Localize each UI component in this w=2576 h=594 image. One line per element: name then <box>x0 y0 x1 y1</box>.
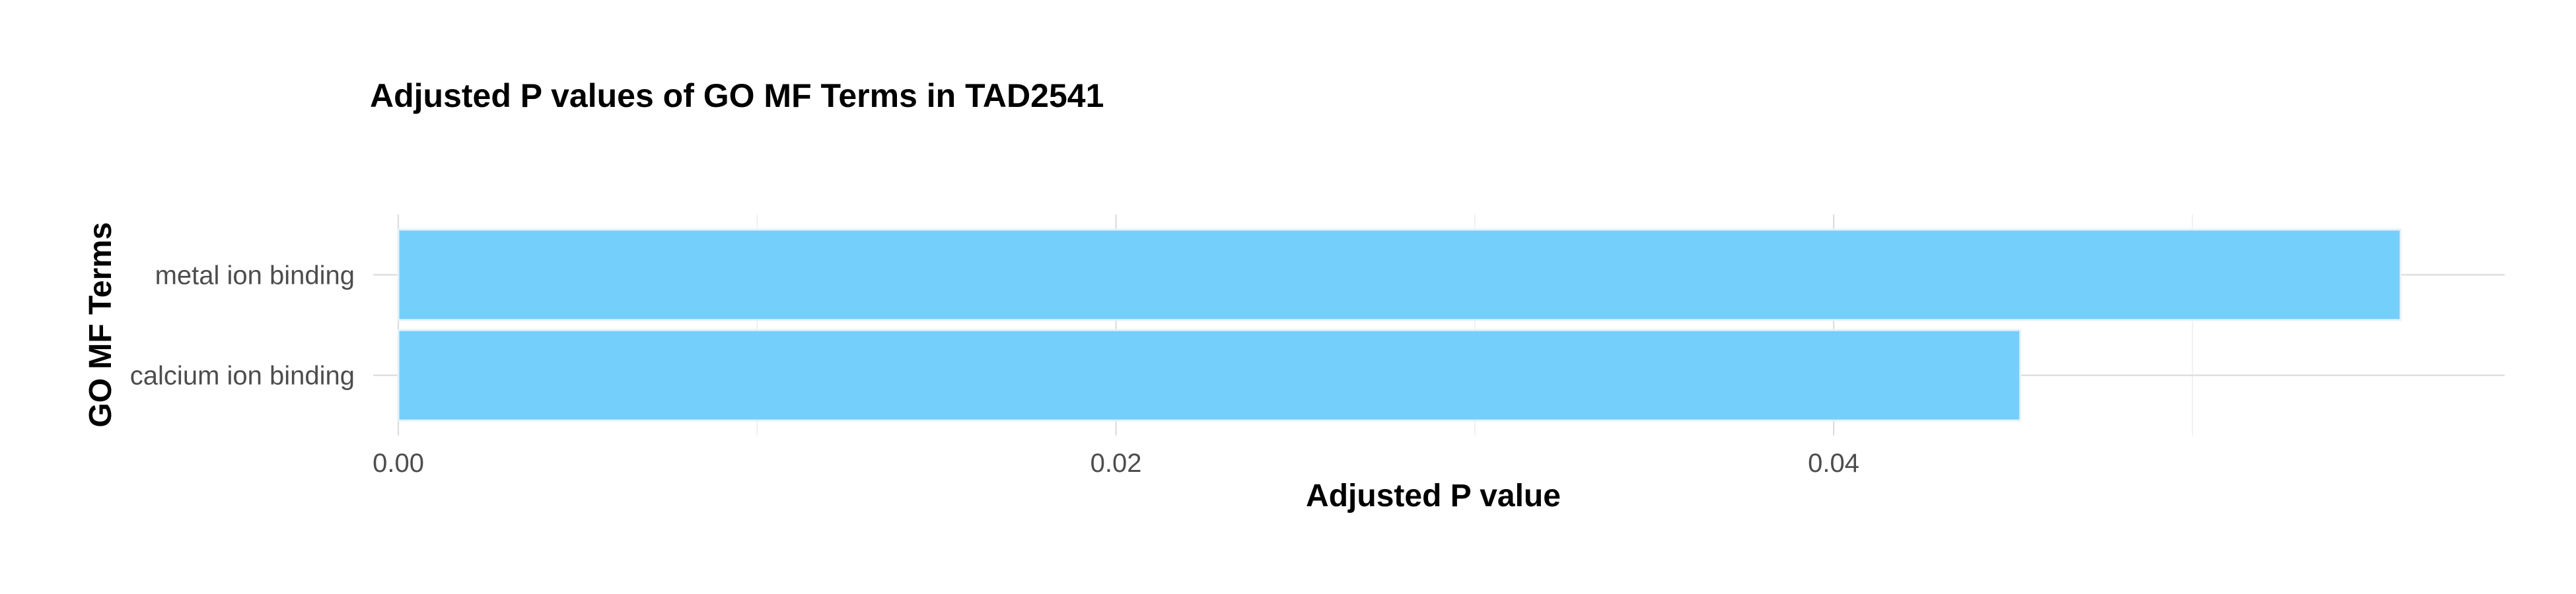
x-axis-title: Adjusted P value <box>1306 478 1561 513</box>
x-axis-ticks: 0.00 0.02 0.04 <box>373 449 1859 478</box>
y-axis-title: GO MF Terms <box>83 222 118 427</box>
x-tick-label: 0.04 <box>1808 449 1859 478</box>
y-axis-ticks: calcium ion binding metal ion binding <box>130 261 355 390</box>
bar-metal-ion-binding <box>397 228 2402 321</box>
bars <box>397 228 2402 422</box>
bar-calcium-ion-binding <box>397 329 2022 422</box>
x-tick-label: 0.00 <box>373 449 424 478</box>
chart-title: Adjusted P values of GO MF Terms in TAD2… <box>370 77 1104 114</box>
x-tick-label: 0.02 <box>1091 449 1142 478</box>
y-tick-label: calcium ion binding <box>130 362 355 391</box>
y-tick-label: metal ion binding <box>155 261 355 290</box>
